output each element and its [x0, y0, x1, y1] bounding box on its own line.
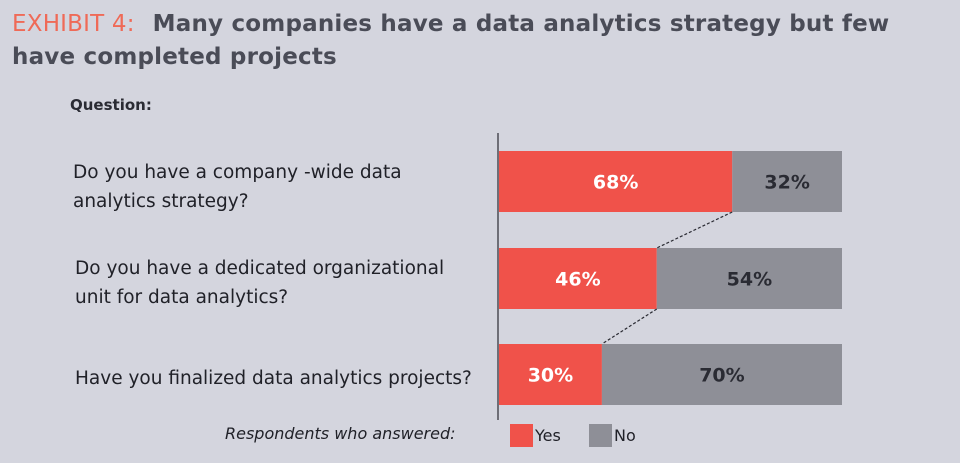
bar-no-3: [601, 344, 842, 405]
bar-yes-1: [499, 151, 733, 212]
bar-no-2: [656, 248, 842, 309]
label-yes-2: 46%: [555, 269, 600, 291]
legend-item-no: No: [589, 424, 636, 447]
bar-yes-3: [499, 344, 602, 405]
legend-label-yes: Yes: [535, 426, 561, 445]
legend-label-no: No: [614, 426, 636, 445]
label-no-1: 32%: [764, 172, 809, 194]
legend-item-yes: Yes: [510, 424, 561, 447]
bars-group: 68% 32% 46% 54% 30% 70%: [499, 151, 842, 405]
chart-title: EXHIBIT 4: Many companies have a data ana…: [12, 8, 942, 74]
exhibit-label: EXHIBIT 4:: [12, 11, 135, 37]
bar-no-1: [732, 151, 842, 212]
bar-yes-2: [499, 248, 657, 309]
connector-line-1: [656, 211, 733, 249]
legend-swatch-yes: [510, 424, 533, 447]
question-3-label: Have you finalized data analytics projec…: [75, 368, 472, 389]
connector-line-2: [601, 308, 658, 345]
legend-swatch-no: [589, 424, 612, 447]
question-1-label: Do you have a company -wide data analyti…: [73, 162, 402, 212]
title-text: Many companies have a data analytics str…: [12, 11, 890, 70]
label-no-2: 54%: [727, 269, 772, 291]
label-yes-3: 30%: [528, 365, 573, 387]
legend-caption: Respondents who answered:: [225, 424, 456, 443]
question-2-label: Do you have a dedicated organizational u…: [75, 258, 445, 308]
question-heading: Question:: [70, 96, 152, 114]
label-yes-1: 68%: [593, 172, 638, 194]
label-no-3: 70%: [699, 365, 744, 387]
